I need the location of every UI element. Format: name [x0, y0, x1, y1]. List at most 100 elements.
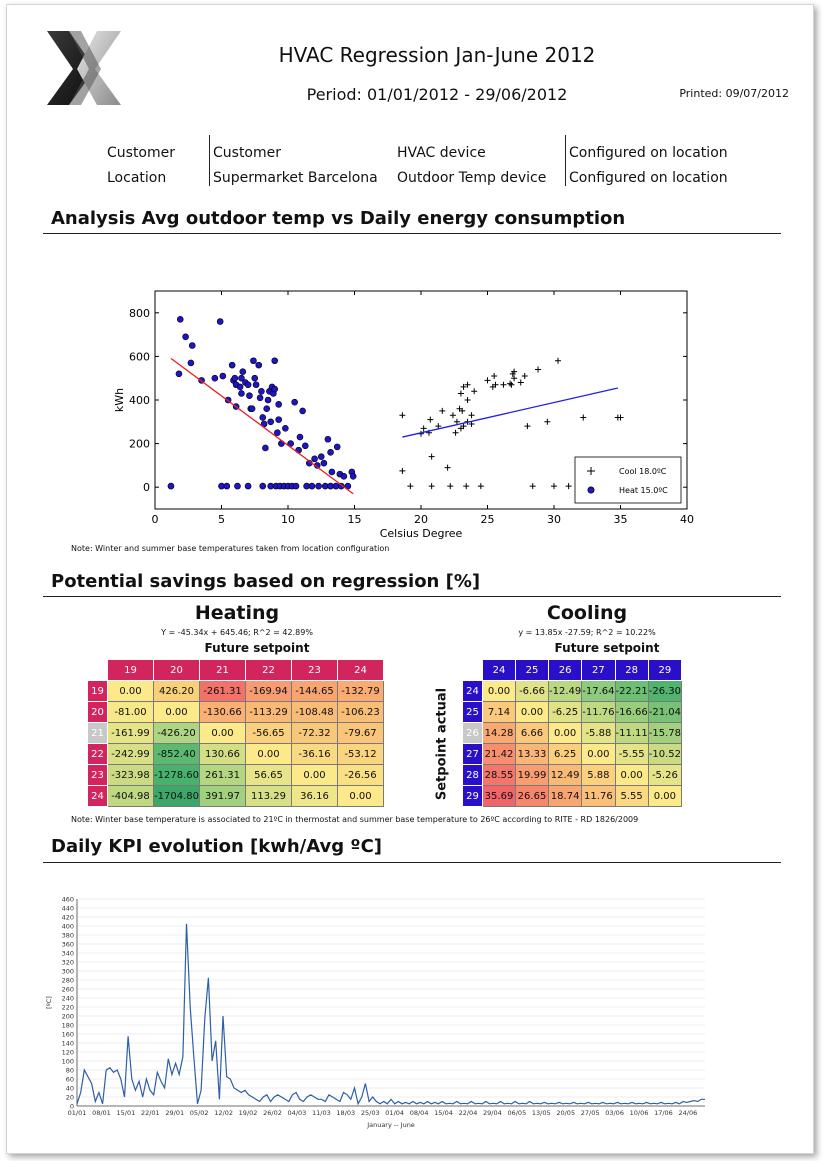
kpi-x-tick-label: 01/04	[385, 1109, 404, 1117]
heat-point	[251, 374, 259, 382]
cooling-cell: -11.11	[614, 722, 649, 744]
info-labels-right: HVAC device Outdoor Temp device	[397, 141, 561, 191]
cool-point	[524, 423, 531, 430]
kpi-x-tick-label: 15/04	[434, 1109, 453, 1117]
heating-cell: 36.16	[291, 785, 338, 807]
heat-point	[175, 370, 183, 378]
kpi-x-tick-label: 11/03	[312, 1109, 331, 1117]
kpi-x-tick-label: 08/01	[92, 1109, 111, 1117]
heating-column-header: 22	[245, 659, 292, 681]
kpi-x-tick-label: 24/06	[679, 1109, 698, 1117]
heat-point	[231, 374, 239, 382]
heating-cell: -81.00	[107, 701, 154, 723]
kpi-y-tick-label: 60	[66, 1076, 74, 1084]
kpi-series-line	[76, 923, 705, 1106]
outdoor-label: Outdoor Temp device	[397, 170, 547, 186]
heating-row-header: 24	[87, 785, 108, 807]
cooling-row-header: 29	[462, 785, 483, 807]
heat-point	[238, 374, 245, 382]
heating-cell: -426.20	[153, 722, 200, 744]
heat-point	[327, 449, 334, 456]
cool-regression-line	[402, 387, 618, 438]
heating-row: 21 -161.99 -426.20 0.00 -56.65 -72.32 -79.67	[87, 722, 384, 744]
heat-point	[271, 357, 278, 365]
heating-cell: -323.98	[107, 764, 154, 786]
heat-point	[262, 444, 269, 452]
section-kpi-title: Daily KPI evolution [kwh/Avg ºC]	[51, 836, 383, 857]
cool-point	[444, 464, 451, 471]
cool-point	[491, 373, 498, 380]
heat-point	[219, 372, 227, 380]
cooling-cell: 0.00	[515, 701, 549, 723]
cool-point	[554, 357, 561, 364]
cooling-cell: -10.52	[647, 743, 683, 765]
cool-point	[460, 423, 467, 430]
cool-point	[453, 418, 460, 425]
cooling-cell: 18.74	[547, 785, 583, 807]
heat-point	[267, 418, 275, 426]
kpi-y-tick-label: 340	[62, 950, 74, 958]
kpi-x-tick-label: 13/05	[532, 1109, 551, 1117]
cool-point	[407, 483, 414, 490]
cool-point	[517, 379, 524, 386]
heating-cell: -113.29	[245, 701, 292, 723]
cooling-cell: 14.28	[482, 722, 516, 744]
kpi-y-tick-label: 200	[62, 1013, 74, 1021]
heating-cell: 0.00	[245, 743, 292, 765]
kpi-y-tick-label: 220	[62, 1004, 74, 1012]
cool-point	[535, 366, 542, 373]
cooling-cell: 28.55	[482, 764, 516, 786]
cooling-cell: -5.26	[647, 764, 683, 786]
hvac-label: HVAC device	[397, 145, 486, 161]
kpi-y-tick-label: 440	[62, 905, 74, 913]
heating-cell: -56.65	[245, 722, 292, 744]
y-tick-label: 200	[129, 438, 150, 451]
heating-row-header: 20	[87, 701, 108, 723]
y-tick-label: 600	[129, 350, 150, 363]
kpi-y-tick-label: 300	[62, 968, 74, 976]
customer-label: Customer	[107, 145, 176, 161]
kpi-x-tick-label: 22/04	[459, 1109, 478, 1117]
cool-point	[399, 412, 406, 419]
heating-column-header: 21	[199, 659, 246, 681]
heat-point	[264, 396, 272, 404]
heating-row-header: 23	[87, 764, 108, 786]
cooling-row-header: 24	[462, 680, 483, 702]
heating-cell: -144.65	[291, 680, 338, 702]
heat-point	[301, 442, 309, 450]
cooling-row-title: Setpoint actual	[433, 687, 451, 801]
cooling-cell: 6.66	[515, 722, 549, 744]
customer-value: Customer	[213, 145, 282, 161]
x-tick-label: 5	[218, 513, 225, 526]
heating-header-row: 19 20 21 22 23 24	[87, 659, 384, 681]
kpi-x-tick-label: 08/04	[410, 1109, 429, 1117]
cool-point	[484, 377, 491, 384]
heating-cell: -852.40	[153, 743, 200, 765]
kpi-y-axis-label: [ºC]	[45, 996, 53, 1009]
cooling-cell: 0.00	[482, 680, 516, 702]
cool-point	[529, 483, 536, 490]
section-savings-rule	[43, 596, 781, 597]
cooling-title: Cooling	[546, 602, 628, 624]
cooling-cell: -5.55	[614, 743, 649, 765]
heat-point	[246, 392, 253, 399]
heat-point	[244, 381, 252, 389]
cooling-cell: 21.42	[482, 743, 516, 765]
cooling-cell: 0.00	[614, 764, 649, 786]
cooling-cell: 7.14	[482, 701, 516, 723]
heat-point	[337, 482, 345, 490]
cooling-cell: -17.64	[581, 680, 616, 702]
cool-point	[464, 397, 471, 403]
cooling-cell: -6.25	[547, 701, 583, 723]
cool-point	[508, 381, 515, 388]
kpi-x-tick-label: 29/01	[165, 1109, 184, 1117]
cooling-cell: 0.00	[581, 743, 616, 765]
heat-point	[228, 361, 236, 369]
heat-point	[259, 414, 267, 421]
kpi-y-tick-label: 240	[62, 995, 74, 1003]
cool-point	[477, 483, 484, 490]
heat-point	[211, 374, 219, 382]
cool-point	[427, 416, 434, 423]
cooling-column-header: 25	[515, 659, 549, 681]
heat-point	[324, 435, 332, 443]
